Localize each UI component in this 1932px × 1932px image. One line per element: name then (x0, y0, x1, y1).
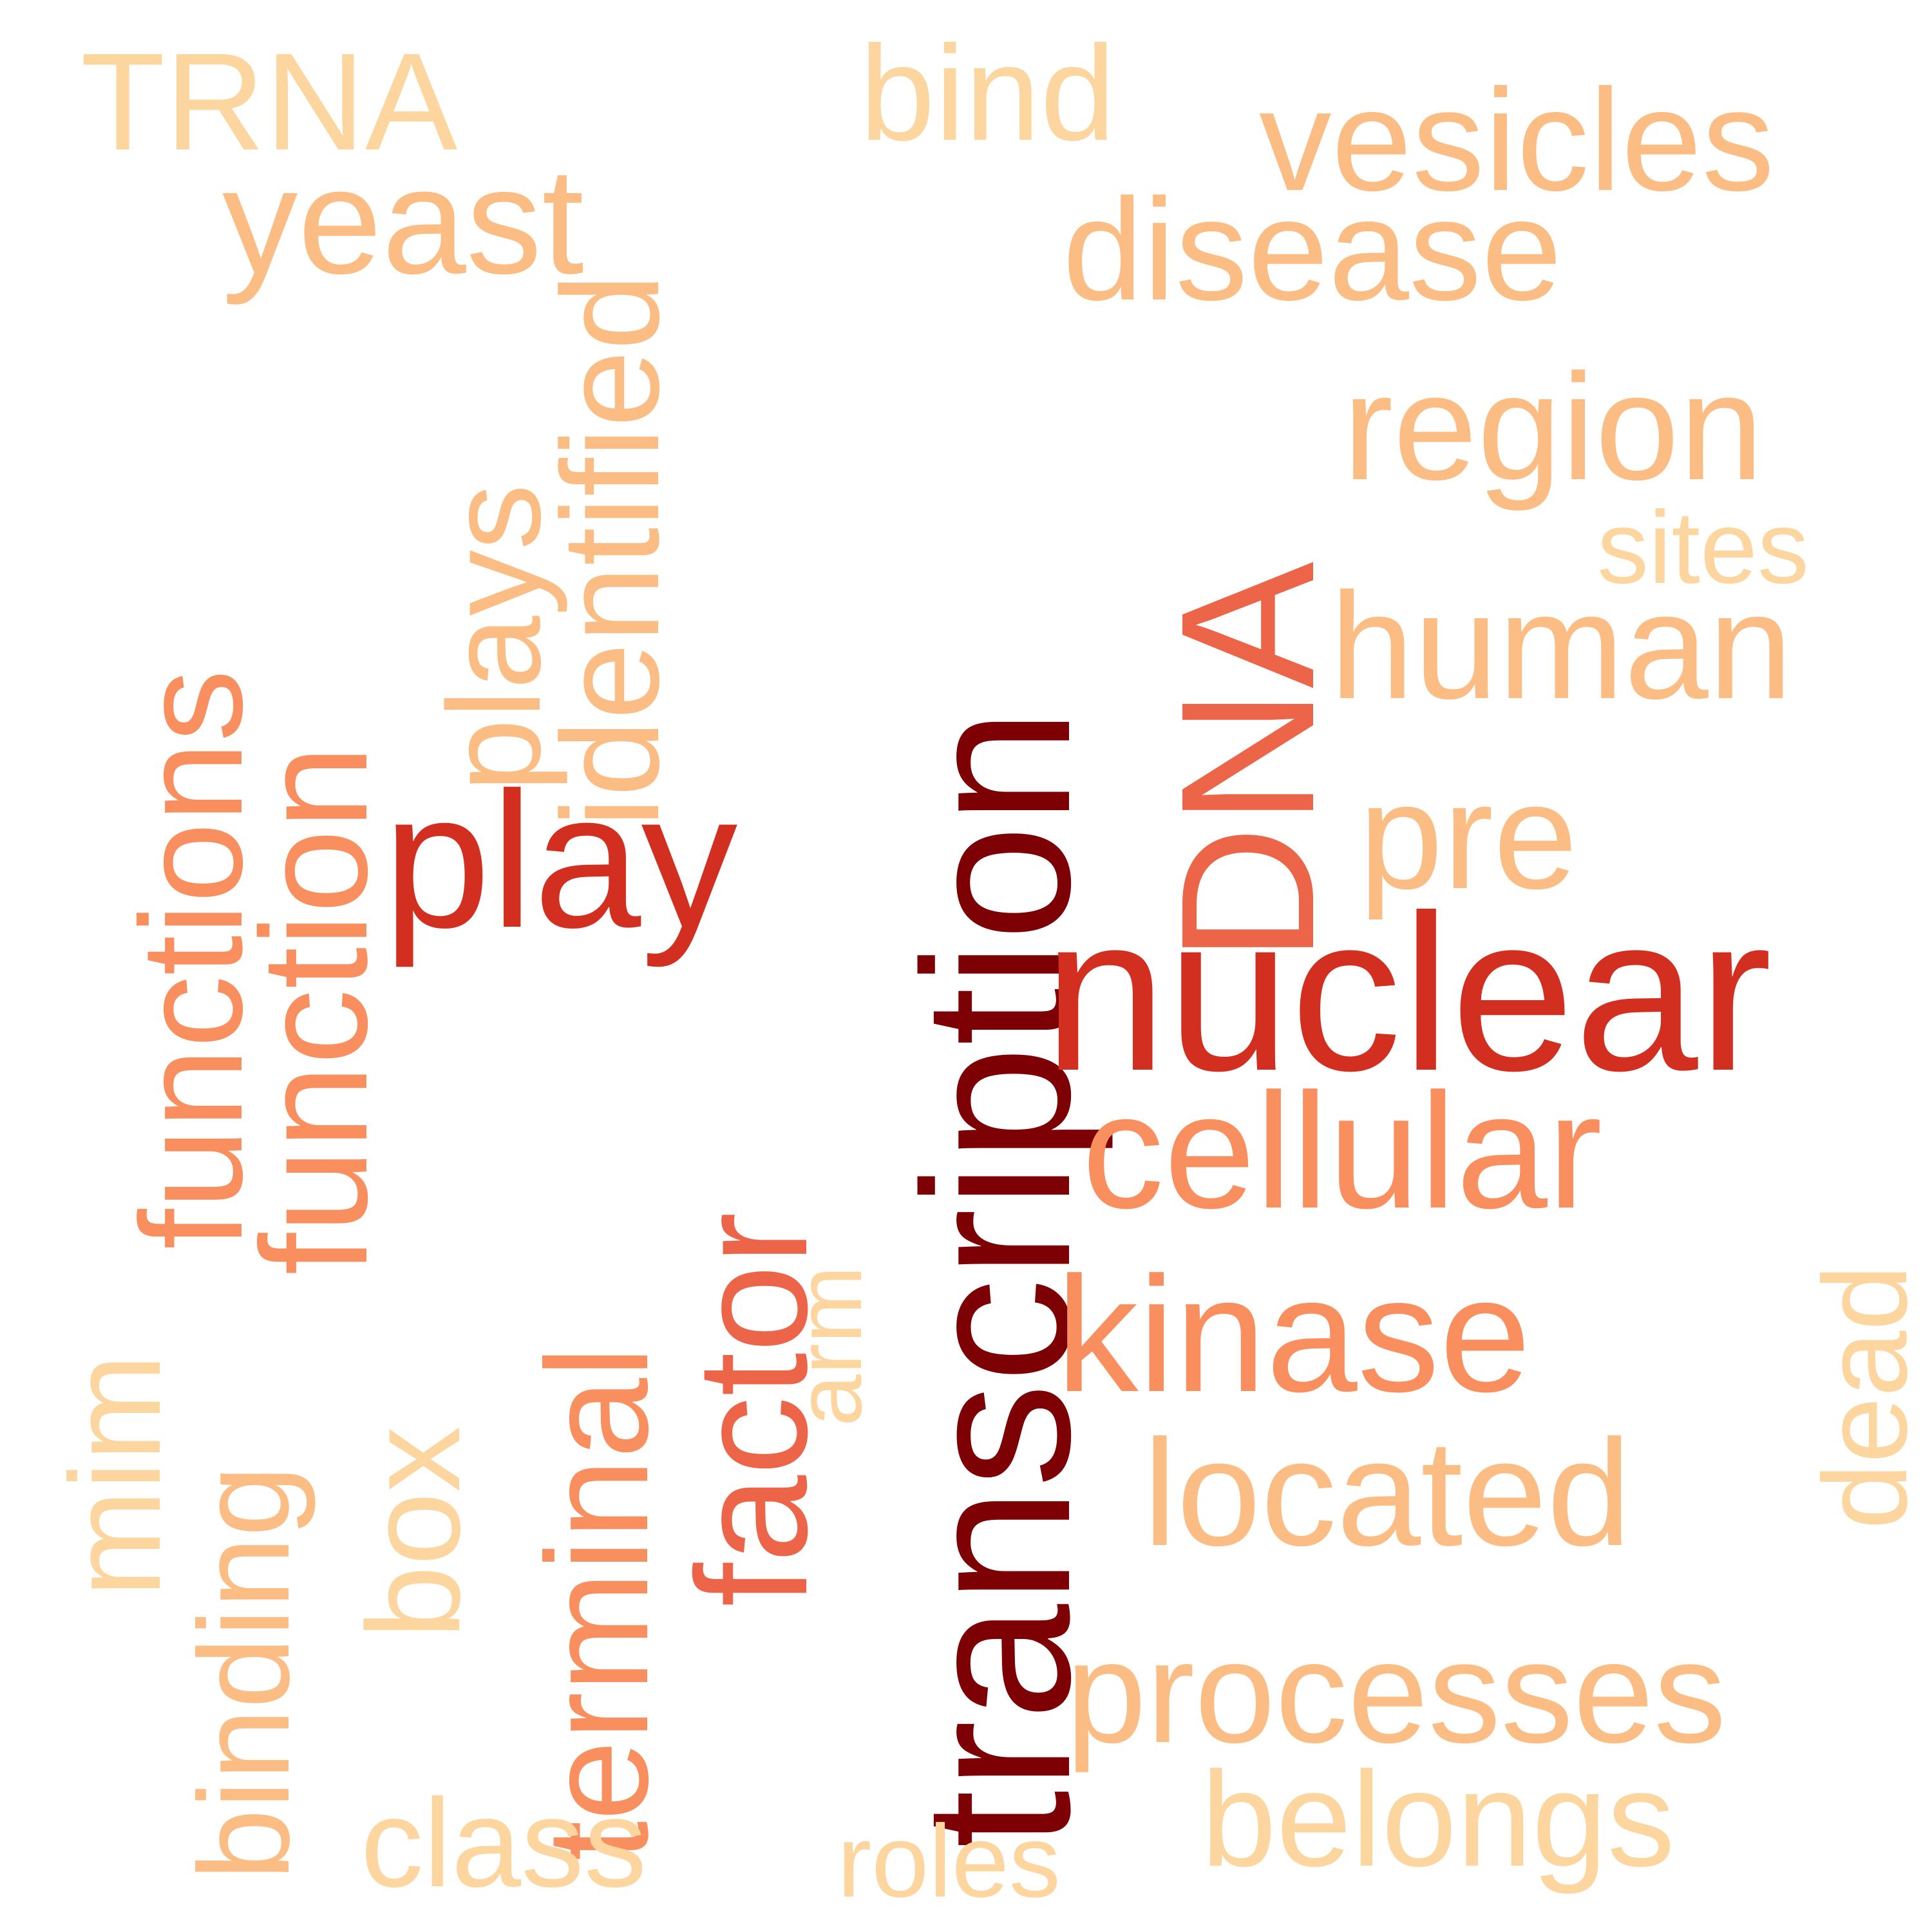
word-belongs: belongs (1201, 1743, 1675, 1895)
word-located: located (1143, 1408, 1631, 1577)
word-region: region (1343, 342, 1764, 511)
word-mim: mim (44, 1354, 187, 1597)
word-kinase: kinase (1056, 1243, 1531, 1426)
word-box: box (340, 1426, 488, 1639)
word-plays: plays (421, 484, 568, 792)
word-human: human (1330, 561, 1793, 730)
word-arm: arm (777, 1265, 881, 1426)
word-roles: roles (837, 1803, 1061, 1918)
word-cellular: cellular (1082, 1059, 1602, 1243)
word-binding: binding (173, 1464, 316, 1880)
word-sites: sites (1597, 489, 1809, 605)
word-functions: functions (110, 669, 272, 1249)
word-disease: disease (1063, 168, 1562, 330)
word-dead: dead (1799, 1264, 1932, 1530)
word-trna: TRNA (80, 24, 458, 179)
word-nuclear: nuclear (1043, 869, 1772, 1117)
word-yeast: yeast (222, 136, 584, 305)
word-play: play (383, 752, 738, 968)
word-processes: processes (1066, 1611, 1727, 1773)
word-pre: pre (1359, 751, 1578, 920)
word-bind: bind (860, 17, 1116, 169)
word-class: class (361, 1773, 647, 1913)
word-vesicles: vesicles (1259, 59, 1775, 221)
